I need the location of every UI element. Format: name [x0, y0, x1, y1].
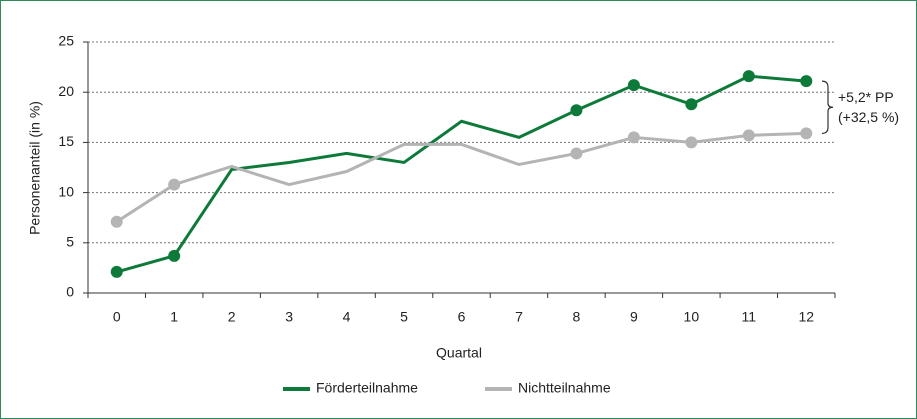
marker: [685, 98, 698, 111]
annotation: (+32,5 %): [838, 109, 899, 125]
marker: [570, 147, 583, 160]
bracket: [821, 80, 834, 134]
y-tick-label: 25: [58, 33, 74, 49]
y-tick-label: 5: [66, 234, 74, 250]
annotation: +5,2* PP: [838, 89, 894, 105]
marker: [800, 127, 813, 140]
marker: [627, 79, 640, 92]
marker: [168, 178, 181, 191]
legend-label: Nichtteilnahme: [518, 380, 611, 396]
x-tick-label: 1: [170, 309, 178, 325]
x-tick-label: 7: [515, 309, 523, 325]
x-tick-label: 5: [400, 309, 408, 325]
x-tick-label: 8: [573, 309, 581, 325]
x-tick-label: 2: [228, 309, 236, 325]
marker: [110, 265, 123, 278]
y-axis-label: Personenanteil (in %): [27, 101, 43, 235]
x-tick-label: 6: [458, 309, 466, 325]
y-tick-label: 15: [58, 133, 74, 149]
x-axis-label: Quartal: [436, 345, 482, 361]
x-tick-label: 4: [343, 309, 351, 325]
y-tick-label: 20: [58, 83, 74, 99]
x-tick-label: 10: [684, 309, 700, 325]
marker: [685, 136, 698, 149]
marker: [627, 131, 640, 144]
marker: [168, 249, 181, 262]
marker: [570, 104, 583, 117]
marker: [800, 75, 813, 88]
legend-label: Förderteilnahme: [316, 380, 418, 396]
x-tick-label: 0: [113, 309, 121, 325]
marker: [742, 70, 755, 83]
x-tick-label: 11: [742, 309, 757, 325]
marker: [742, 129, 755, 142]
y-tick-label: 0: [66, 284, 74, 300]
x-tick-label: 9: [630, 309, 638, 325]
y-tick-label: 10: [58, 183, 74, 199]
x-tick-label: 3: [285, 309, 293, 325]
x-tick-label: 12: [798, 309, 814, 325]
marker: [110, 215, 123, 228]
